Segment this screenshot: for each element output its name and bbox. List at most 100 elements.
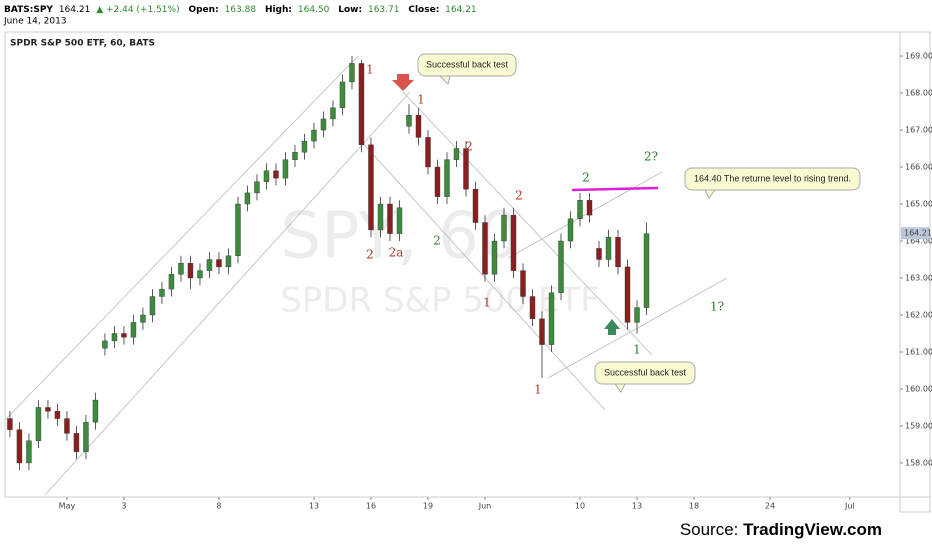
candle-body	[586, 200, 593, 216]
candle-body	[548, 292, 555, 345]
candle	[121, 326, 127, 345]
y-tick-label: 167.00	[905, 126, 932, 135]
candle-body	[396, 207, 403, 234]
candle-body	[292, 152, 298, 160]
candle	[615, 229, 621, 275]
candle	[596, 241, 602, 267]
x-tick-label: 16	[366, 502, 376, 511]
candle-body	[54, 410, 61, 419]
candle	[168, 266, 175, 297]
y-tick-label: 164.00	[905, 237, 932, 246]
candle-body	[330, 107, 336, 120]
candle-body	[26, 440, 32, 464]
candle-body	[45, 407, 51, 412]
candle-body	[320, 118, 327, 131]
candle	[301, 133, 308, 160]
callout-box	[594, 361, 696, 385]
candle-body	[178, 263, 184, 275]
candle	[444, 152, 450, 205]
candle	[282, 152, 289, 186]
candle-body	[567, 218, 574, 242]
candle	[235, 196, 241, 264]
candle-body	[425, 137, 431, 168]
candle-body	[434, 166, 441, 197]
candle-body	[358, 63, 365, 146]
y-tick-label: 158.00	[905, 458, 932, 467]
candle-body	[596, 248, 602, 260]
candle-body	[311, 129, 317, 142]
close-label: Close:	[408, 5, 439, 15]
candle	[320, 111, 327, 138]
wave-label: 2	[433, 234, 441, 248]
last-price-box	[901, 227, 930, 240]
x-tick-label: 13	[309, 502, 319, 511]
candle	[396, 200, 403, 242]
candle	[26, 433, 32, 471]
wave-label: 2a	[389, 246, 404, 260]
candle	[425, 130, 431, 175]
candle-body	[377, 203, 384, 231]
candle-body	[387, 203, 393, 234]
candle-body	[529, 296, 536, 319]
candle-body	[159, 288, 165, 297]
candle	[178, 255, 184, 282]
candle	[83, 414, 89, 460]
candle-body	[149, 296, 156, 316]
candle-body	[16, 429, 23, 464]
candle	[605, 229, 612, 267]
candle-body	[453, 148, 460, 160]
candle-body	[168, 274, 175, 290]
resistance-line	[571, 186, 659, 192]
candle-body	[73, 433, 80, 453]
candle	[387, 196, 393, 242]
date: June 14, 2013	[3, 17, 67, 27]
candle-body	[273, 170, 279, 179]
candle-body	[415, 115, 422, 138]
candle	[92, 392, 99, 430]
candle-body	[624, 266, 631, 323]
x-tick-label: 13	[632, 502, 642, 511]
candle	[159, 281, 165, 304]
open: 163.88	[225, 5, 257, 15]
candle-body	[339, 81, 346, 109]
candle	[130, 314, 137, 345]
x-tick-label: 10	[575, 502, 585, 511]
down-arrow	[392, 74, 414, 91]
y-tick-label: 169.00	[905, 52, 932, 61]
candle	[263, 163, 270, 190]
candle-body	[406, 115, 412, 127]
candle-body	[216, 259, 222, 268]
candle	[415, 107, 422, 145]
y-tick-label: 159.00	[905, 421, 932, 430]
candle	[339, 74, 346, 116]
high: 164.50	[298, 5, 330, 15]
candle	[510, 207, 517, 279]
candle-body	[225, 255, 232, 268]
y-tick-label: 163.00	[905, 274, 932, 283]
callout-text: Successful back test	[426, 59, 509, 69]
candle	[102, 333, 108, 356]
candle-body	[444, 159, 450, 197]
watermark-sub: SPDR S&P 500 ETF	[280, 281, 600, 321]
candle	[472, 181, 479, 230]
source-prefix: Source:	[680, 520, 743, 539]
price-axis	[899, 31, 931, 513]
candle-body	[643, 233, 650, 308]
candle-body	[7, 418, 13, 430]
callout-box	[417, 53, 517, 77]
candle-body	[501, 214, 507, 242]
candle	[368, 137, 374, 238]
candle-body	[472, 189, 479, 223]
wave-label: 2	[465, 140, 473, 154]
candle	[406, 104, 412, 134]
candle	[111, 326, 118, 349]
candle	[273, 163, 279, 186]
candle	[140, 307, 146, 330]
callout-text: Successful back test	[604, 367, 687, 377]
chart-title: SPDR S&P 500 ETF, 60, BATS	[10, 39, 155, 49]
candle	[149, 289, 156, 323]
candle	[73, 425, 80, 460]
wave-label: 1	[366, 63, 374, 77]
candle-body	[349, 63, 355, 83]
candle	[586, 192, 593, 223]
